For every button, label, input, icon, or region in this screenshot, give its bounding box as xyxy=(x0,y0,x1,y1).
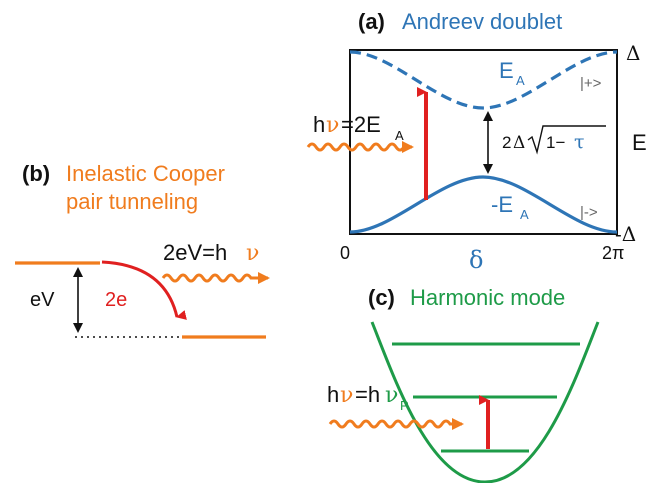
state-plus-label: |+> xyxy=(580,75,602,92)
gap-top-label: Δ xyxy=(626,41,640,65)
splitting-prefix: 2 xyxy=(502,133,511,152)
splitting-tau: τ xyxy=(574,131,585,153)
cooper-pair-tunneling-arrow xyxy=(101,260,187,320)
voltage-label: eV xyxy=(30,289,55,311)
upper-level-subscript: A xyxy=(516,73,525,88)
panel-b-tag: (b) xyxy=(22,161,50,186)
splitting-root-text: 1− xyxy=(546,133,565,152)
lower-level-subscript: A xyxy=(520,207,529,222)
photon-a-subscript: A xyxy=(395,128,404,143)
splitting-arrow-bottom-head xyxy=(483,164,493,174)
panel-a-tag: (a) xyxy=(358,9,385,34)
splitting-formula: 2 Δ 1− τ xyxy=(502,125,606,155)
photon-label-b: 2eV=h ν xyxy=(163,240,259,266)
photon-a-eq: =2E xyxy=(341,112,381,137)
panel-c-title: Harmonic mode xyxy=(410,285,565,310)
photon-c-nu: ν xyxy=(340,383,353,408)
upper-level-label: E xyxy=(499,58,514,83)
panel-c: (c) Harmonic mode h ν =h ν P xyxy=(327,285,600,483)
photon-a-nu: ν xyxy=(326,113,339,138)
photon-b-nu: ν xyxy=(246,241,259,266)
photon-wave-b xyxy=(161,272,270,284)
lower-level-label: -E xyxy=(491,192,513,217)
photon-c-nu-p: ν xyxy=(385,383,398,408)
lower-andreev-level xyxy=(349,175,618,234)
panel-b: (b) Inelastic Cooper pair tunneling eV 2… xyxy=(15,161,270,339)
sqrt-sign xyxy=(527,125,606,155)
photon-b-eq: 2eV=h xyxy=(163,240,227,265)
gap-bottom-label: -Δ xyxy=(615,222,636,246)
voltage-arrow-bottom-head xyxy=(73,323,83,333)
y-axis-label: E xyxy=(632,130,647,155)
x-tick-end: 2π xyxy=(602,243,624,263)
harmonic-potential xyxy=(370,321,600,483)
photon-wave-c xyxy=(328,418,464,430)
voltage-arrow-top-head xyxy=(73,267,83,277)
panel-a: (a) Andreev doublet E A -E A |+> |-> Δ -… xyxy=(306,9,647,274)
photon-wave-a xyxy=(306,141,414,153)
photon-c-subscript: P xyxy=(400,398,409,413)
x-tick-start: 0 xyxy=(340,243,350,263)
photon-label-c: h ν =h ν P xyxy=(327,382,409,413)
upper-andreev-level xyxy=(349,50,618,110)
photon-a-h: h xyxy=(313,112,325,137)
splitting-arrow-top-head xyxy=(483,111,493,121)
panel-a-title: Andreev doublet xyxy=(402,9,562,34)
splitting-delta: Δ xyxy=(513,133,525,153)
panel-b-title-line2: pair tunneling xyxy=(66,189,198,214)
charge-label: 2e xyxy=(105,289,127,311)
state-minus-label: |-> xyxy=(580,204,598,221)
plot-frame xyxy=(349,49,618,235)
panel-b-title-line1: Inelastic Cooper xyxy=(66,161,225,186)
x-axis-label: δ xyxy=(469,246,483,274)
panel-c-tag: (c) xyxy=(368,285,395,310)
photon-c-h: h xyxy=(327,382,339,407)
photon-label-a: h ν =2E A xyxy=(313,112,404,143)
photon-c-eq: =h xyxy=(355,382,380,407)
